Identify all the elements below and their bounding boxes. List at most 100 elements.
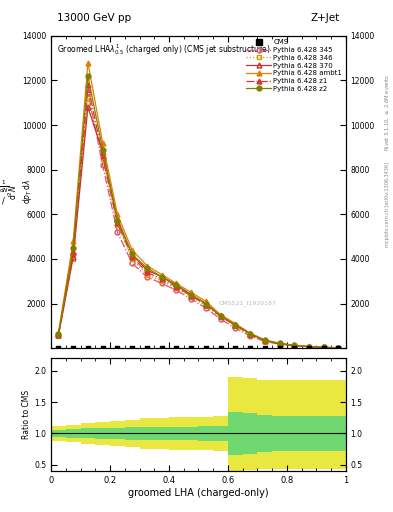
Pythia 6.428 z1: [263, 338, 267, 344]
Pythia 6.428 345: [321, 345, 326, 351]
Point: [335, 344, 342, 352]
Pythia 6.428 346: [292, 343, 297, 349]
Pythia 6.428 z1: [159, 276, 164, 282]
Pythia 6.428 z1: [233, 323, 238, 329]
Pythia 6.428 346: [233, 323, 238, 329]
Pythia 6.428 346: [218, 314, 223, 320]
Pythia 6.428 ambt1: [100, 140, 105, 146]
Point: [129, 344, 135, 352]
Pythia 6.428 ambt1: [248, 330, 252, 336]
Line: Pythia 6.428 370: Pythia 6.428 370: [56, 105, 341, 350]
Pythia 6.428 370: [174, 283, 179, 289]
Point: [70, 344, 76, 352]
Pythia 6.428 ambt1: [321, 344, 326, 350]
Pythia 6.428 370: [145, 267, 149, 273]
Pythia 6.428 z1: [292, 343, 297, 349]
Pythia 6.428 345: [130, 260, 134, 266]
Pythia 6.428 370: [277, 340, 282, 347]
Point: [55, 344, 62, 352]
Pythia 6.428 ambt1: [336, 345, 341, 351]
Pythia 6.428 z2: [307, 344, 311, 350]
X-axis label: groomed LHA (charged-only): groomed LHA (charged-only): [128, 487, 269, 498]
Pythia 6.428 z1: [56, 331, 61, 337]
Pythia 6.428 z1: [336, 345, 341, 351]
Pythia 6.428 370: [233, 322, 238, 328]
Pythia 6.428 z2: [189, 291, 193, 297]
Line: Pythia 6.428 z2: Pythia 6.428 z2: [56, 74, 341, 350]
Pythia 6.428 z2: [277, 340, 282, 347]
Pythia 6.428 z1: [130, 253, 134, 260]
Pythia 6.428 370: [56, 332, 61, 338]
Point: [188, 344, 194, 352]
Pythia 6.428 z1: [218, 313, 223, 319]
Pythia 6.428 345: [86, 89, 90, 95]
Pythia 6.428 346: [159, 278, 164, 284]
Text: Z+Jet: Z+Jet: [311, 13, 340, 24]
Text: $\frac{1}{\mathrm{d}N}$
/: $\frac{1}{\mathrm{d}N}$ /: [0, 179, 9, 205]
Pythia 6.428 346: [321, 345, 326, 351]
Pythia 6.428 370: [263, 337, 267, 344]
Pythia 6.428 370: [115, 216, 120, 222]
Pythia 6.428 346: [115, 222, 120, 228]
Legend: CMS, Pythia 6.428 345, Pythia 6.428 346, Pythia 6.428 370, Pythia 6.428 ambt1, P: CMS, Pythia 6.428 345, Pythia 6.428 346,…: [245, 38, 344, 93]
Text: mcplots.cern.ch [arXiv:1306.3436]: mcplots.cern.ch [arXiv:1306.3436]: [385, 162, 389, 247]
Pythia 6.428 z2: [115, 218, 120, 224]
Pythia 6.428 345: [336, 345, 341, 351]
Pythia 6.428 ambt1: [307, 344, 311, 350]
Pythia 6.428 ambt1: [277, 340, 282, 346]
Pythia 6.428 346: [263, 338, 267, 344]
Point: [173, 344, 180, 352]
Pythia 6.428 345: [189, 296, 193, 302]
Pythia 6.428 z2: [86, 73, 90, 79]
Pythia 6.428 z2: [71, 245, 75, 251]
Pythia 6.428 z1: [115, 220, 120, 226]
Pythia 6.428 345: [233, 325, 238, 331]
Pythia 6.428 345: [204, 305, 208, 311]
Pythia 6.428 345: [100, 162, 105, 168]
Pythia 6.428 z2: [100, 146, 105, 153]
Point: [262, 344, 268, 352]
Pythia 6.428 ambt1: [189, 289, 193, 295]
Pythia 6.428 ambt1: [71, 238, 75, 244]
Pythia 6.428 346: [56, 333, 61, 339]
Pythia 6.428 370: [204, 301, 208, 307]
Pythia 6.428 z2: [321, 345, 326, 351]
Text: 13000 GeV pp: 13000 GeV pp: [57, 13, 131, 24]
Pythia 6.428 ambt1: [145, 263, 149, 269]
Pythia 6.428 370: [86, 104, 90, 110]
Pythia 6.428 z2: [248, 331, 252, 337]
Pythia 6.428 345: [159, 281, 164, 287]
Pythia 6.428 370: [248, 331, 252, 337]
Text: CMS521_I1920187: CMS521_I1920187: [219, 301, 277, 306]
Pythia 6.428 z2: [159, 274, 164, 280]
Line: Pythia 6.428 345: Pythia 6.428 345: [56, 89, 341, 350]
Pythia 6.428 z2: [292, 343, 297, 349]
Pythia 6.428 z2: [204, 301, 208, 307]
Pythia 6.428 370: [218, 313, 223, 319]
Pythia 6.428 z1: [321, 345, 326, 351]
Pythia 6.428 345: [248, 333, 252, 339]
Pythia 6.428 345: [115, 229, 120, 235]
Pythia 6.428 ambt1: [159, 271, 164, 278]
Pythia 6.428 370: [159, 274, 164, 280]
Pythia 6.428 z2: [145, 265, 149, 271]
Pythia 6.428 ambt1: [218, 312, 223, 318]
Point: [232, 344, 239, 352]
Pythia 6.428 346: [86, 95, 90, 101]
Pythia 6.428 z1: [145, 269, 149, 275]
Pythia 6.428 370: [100, 149, 105, 155]
Pythia 6.428 345: [174, 287, 179, 293]
Pythia 6.428 ambt1: [56, 330, 61, 336]
Pythia 6.428 370: [336, 345, 341, 351]
Pythia 6.428 345: [56, 332, 61, 338]
Point: [247, 344, 253, 352]
Point: [276, 344, 283, 352]
Point: [85, 344, 91, 352]
Pythia 6.428 ambt1: [233, 321, 238, 327]
Pythia 6.428 z2: [218, 313, 223, 319]
Pythia 6.428 z2: [174, 282, 179, 288]
Pythia 6.428 ambt1: [174, 281, 179, 287]
Pythia 6.428 z1: [174, 284, 179, 290]
Pythia 6.428 z1: [248, 331, 252, 337]
Pythia 6.428 z1: [277, 341, 282, 347]
